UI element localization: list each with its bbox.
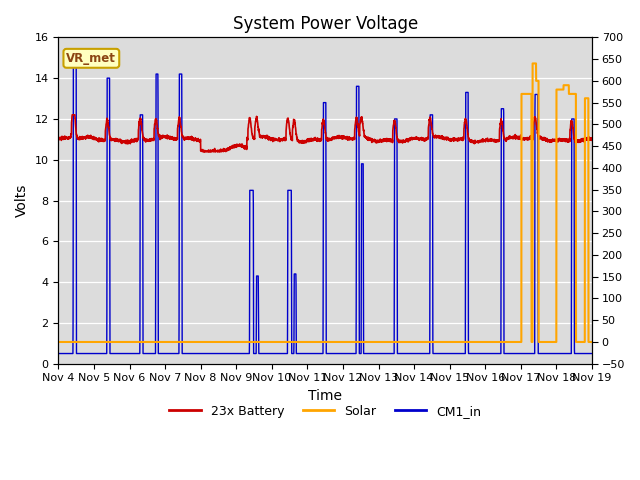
Title: System Power Voltage: System Power Voltage: [232, 15, 418, 33]
Text: VR_met: VR_met: [67, 52, 116, 65]
Legend: 23x Battery, Solar, CM1_in: 23x Battery, Solar, CM1_in: [164, 400, 486, 423]
Y-axis label: Volts: Volts: [15, 184, 29, 217]
X-axis label: Time: Time: [308, 389, 342, 403]
